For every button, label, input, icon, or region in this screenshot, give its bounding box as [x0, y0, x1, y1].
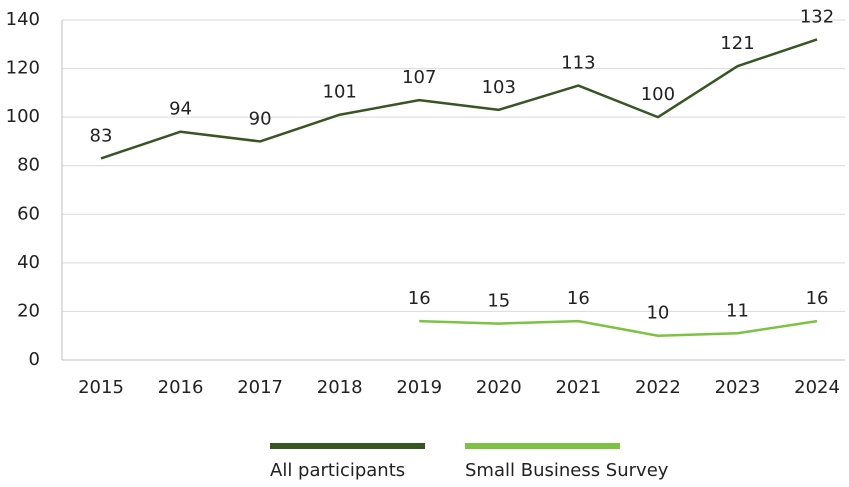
data-label: 11: [726, 300, 749, 321]
data-label: 16: [408, 288, 431, 309]
x-tick-label: 2019: [396, 377, 442, 398]
legend-label: Small Business Survey: [465, 460, 669, 481]
legend-label: All participants: [270, 460, 405, 481]
y-tick-label: 120: [6, 58, 40, 79]
data-label: 107: [402, 67, 436, 88]
series-line: [419, 319, 818, 337]
x-tick-label: 2022: [635, 377, 681, 398]
x-tick-label: 2020: [476, 377, 522, 398]
x-tick-label: 2018: [317, 377, 363, 398]
y-tick-label: 100: [6, 106, 40, 127]
data-label: 94: [169, 99, 192, 120]
y-tick-label: 60: [17, 203, 40, 224]
y-tick-label: 140: [6, 9, 40, 30]
data-label: 101: [323, 82, 357, 103]
data-label: 10: [646, 303, 669, 324]
data-label: 132: [800, 6, 834, 27]
data-label: 16: [567, 288, 590, 309]
data-label: 113: [561, 53, 595, 74]
data-label: 15: [487, 291, 510, 312]
x-tick-label: 2023: [715, 377, 761, 398]
x-tick-label: 2017: [237, 377, 283, 398]
y-tick-label: 0: [29, 349, 40, 370]
series-line: [100, 38, 818, 160]
x-tick-label: 2015: [78, 377, 124, 398]
data-label: 100: [641, 84, 675, 105]
x-tick-label: 2024: [794, 377, 840, 398]
x-tick-label: 2021: [555, 377, 601, 398]
x-tick-label: 2016: [158, 377, 204, 398]
y-tick-label: 20: [17, 300, 40, 321]
data-label: 103: [482, 77, 516, 98]
data-label: 16: [806, 288, 829, 309]
data-label: 83: [90, 125, 113, 146]
data-label: 90: [249, 108, 272, 129]
y-tick-label: 80: [17, 155, 40, 176]
data-label: 121: [720, 33, 754, 54]
y-tick-label: 40: [17, 252, 40, 273]
